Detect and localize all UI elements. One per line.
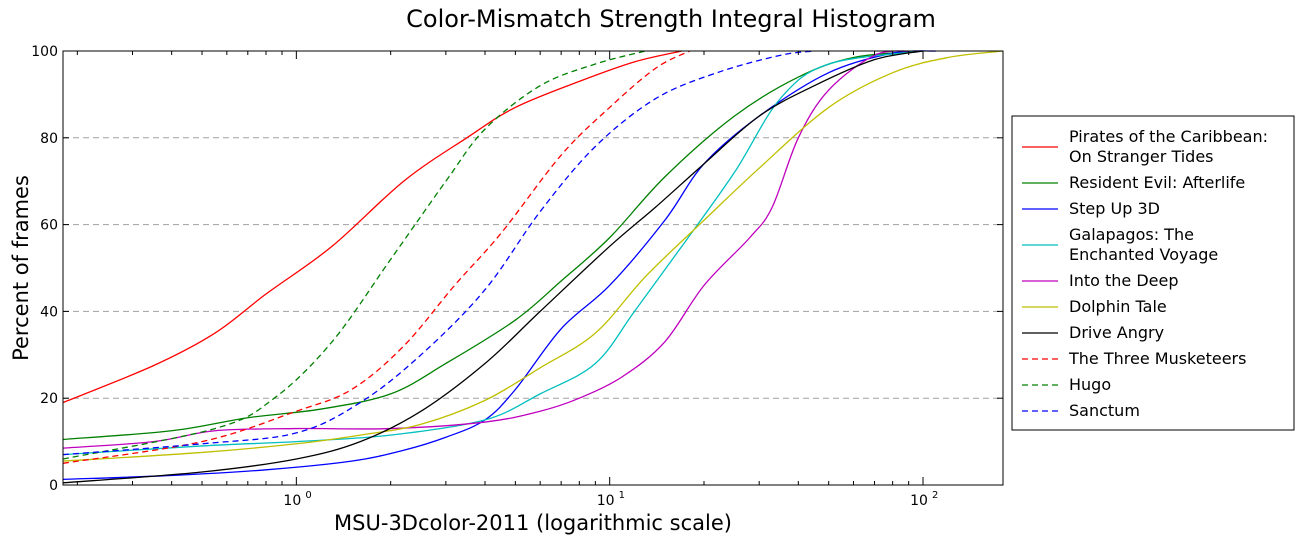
x-axis-label: MSU-3Dcolor-2011 (logarithmic scale) [334,511,732,535]
x-tick-label: 10 [283,493,301,509]
x-tick-exponent: 1 [619,490,625,501]
x-tick-exponent: 2 [932,490,938,501]
legend-label: On Stranger Tides [1069,147,1214,166]
legend-label: Drive Angry [1069,323,1164,342]
series-line-2 [62,50,924,441]
y-tick-label: 40 [40,304,58,320]
y-tick-label: 80 [40,131,58,147]
series-line-7 [62,50,924,484]
y-axis-label: Percent of frames [9,175,33,361]
legend-label: Dolphin Tale [1069,297,1167,316]
series-line-1 [62,50,683,404]
plot-frame [62,50,1004,486]
series-line-4 [62,50,924,456]
legend-label: Sanctum [1069,401,1140,420]
legend-box [1011,115,1295,431]
series-line-5 [62,50,909,449]
y-tick-label: 100 [31,44,58,60]
legend-label: The Three Musketeers [1068,349,1246,368]
series-line-6 [62,50,1004,462]
series-group [62,50,1004,484]
legend-label: Hugo [1069,375,1111,394]
y-tick-label: 60 [40,218,58,234]
legend-label: Step Up 3D [1069,199,1160,218]
legend-label: Galapagos: The [1069,225,1194,244]
x-tick-label: 10 [910,493,928,509]
legend-label: Resident Evil: Afterlife [1069,173,1245,192]
legend: Pirates of the Caribbean:On Stranger Tid… [1011,115,1295,431]
grid [63,137,1003,399]
series-line-3 [62,50,937,481]
y-tick-label: 0 [49,478,58,494]
series-line-9 [62,50,646,460]
x-tick-label: 10 [597,493,615,509]
series-line-8 [62,50,690,464]
legend-label: Enchanted Voyage [1069,245,1218,264]
x-tick-exponent: 0 [305,490,311,501]
y-tick-label: 20 [40,391,58,407]
legend-label: Into the Deep [1069,271,1179,290]
legend-label: Pirates of the Caribbean: [1069,127,1268,146]
chart-title: Color-Mismatch Strength Integral Histogr… [406,5,936,33]
series-line-10 [62,50,815,456]
